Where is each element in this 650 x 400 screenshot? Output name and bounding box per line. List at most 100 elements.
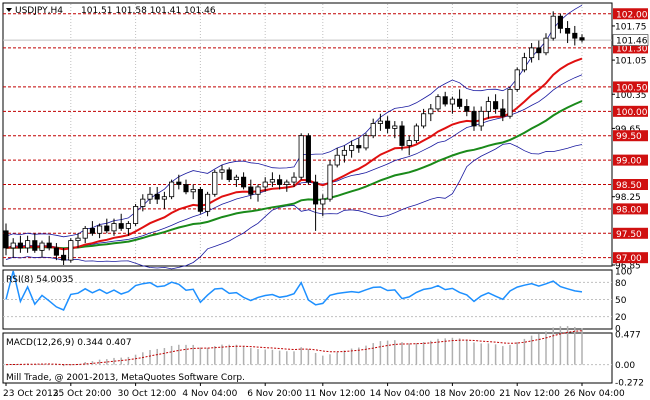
macd-histogram-bar — [473, 342, 475, 365]
candle-body — [392, 125, 398, 129]
candle-body — [399, 125, 405, 146]
macd-histogram-bar — [523, 338, 526, 365]
time-axis-label: 23 Oct 2013 — [3, 389, 59, 399]
current-price-box-bg — [612, 34, 649, 46]
macd-histogram-bar — [566, 326, 569, 365]
symbol-timeframe: USDJPY,H4 — [15, 6, 63, 16]
macd-histogram-bar — [322, 355, 324, 365]
candle-body — [255, 186, 261, 195]
macd-histogram-bar — [127, 356, 130, 365]
macd-histogram-bar — [170, 345, 173, 365]
candle-body — [183, 184, 189, 193]
candle-body — [269, 179, 275, 183]
candle-body — [485, 101, 491, 112]
candle-body — [341, 149, 347, 156]
candle-body — [197, 188, 203, 212]
price-axis-label: 98.25 — [615, 193, 641, 203]
macd-histogram-bar — [329, 354, 331, 365]
candle-body — [226, 169, 232, 181]
candle-body — [111, 223, 117, 232]
macd-histogram-bar — [142, 352, 144, 365]
candle-body — [10, 242, 16, 249]
time-axis-label: 6 Nov 20:00 — [247, 389, 302, 399]
macd-histogram-bar — [257, 349, 259, 365]
level-label-box — [613, 154, 648, 166]
macd-histogram-bar — [422, 342, 425, 365]
level-label-box — [613, 179, 648, 191]
macd-histogram-bar — [264, 349, 266, 365]
macd-histogram-bar — [55, 364, 58, 366]
candle-body — [212, 171, 218, 195]
candle-body — [161, 196, 167, 200]
price-axis-label: 100.35 — [615, 91, 647, 101]
candles — [3, 11, 585, 265]
candle-body — [277, 179, 283, 185]
macd-histogram-bar — [214, 346, 216, 365]
candle-body — [53, 247, 59, 256]
time-axis-label: 11 Nov 12:00 — [305, 389, 366, 399]
macd-histogram-bar — [487, 343, 490, 365]
candle-body — [25, 240, 31, 249]
level-label-box — [613, 130, 648, 142]
candle-body — [435, 96, 441, 110]
macd-histogram-bar — [480, 343, 482, 365]
candle-body — [262, 181, 268, 188]
level-label: 99.50 — [616, 132, 642, 142]
price-panel-frame — [2, 2, 613, 267]
candle-body — [356, 145, 362, 149]
macd-histogram-bar — [545, 331, 547, 365]
price-axis-label: 99.65 — [615, 125, 641, 135]
macd-histogram-bar — [84, 362, 86, 365]
level-label: 98.00 — [616, 205, 642, 215]
level-labels: 102.00 101.30 100.50 100.00 99.50 99.00 98.50 9… — [613, 8, 648, 264]
candle-body — [529, 47, 535, 59]
macd-histogram-bar — [415, 343, 418, 365]
macd-histogram-bar — [502, 346, 504, 365]
candle-body — [514, 69, 520, 90]
macd-histogram-bar — [386, 340, 389, 365]
candle-body — [543, 37, 549, 54]
macd-histogram-bar — [271, 349, 274, 365]
candle-body — [154, 193, 160, 200]
candle-body — [493, 101, 499, 110]
macd-histogram-bar — [221, 344, 223, 365]
level-label: 97.00 — [616, 254, 642, 264]
candle-body — [205, 193, 211, 212]
macd-histogram-bar — [235, 344, 238, 365]
candle-body — [32, 240, 38, 251]
price-axis-label: 101.75 — [615, 22, 647, 32]
macd-histogram-bar — [163, 348, 166, 365]
macd-histogram-bar — [206, 347, 209, 365]
macd-histogram-bar — [120, 357, 122, 365]
rsi-axis-label: 0 — [615, 325, 621, 335]
bollinger-upper — [5, 4, 583, 238]
candle-body — [349, 145, 355, 151]
candle-body — [82, 228, 88, 239]
candle-body — [39, 242, 45, 251]
candle-body — [363, 135, 369, 149]
macd-histogram-bar — [494, 344, 497, 365]
candle-body — [500, 108, 506, 117]
macd-histogram-bar — [458, 338, 461, 365]
candle-body — [550, 15, 556, 39]
macd-histogram-bar — [559, 326, 562, 365]
candle-body — [457, 98, 463, 107]
rsi-axis-label: 50 — [615, 296, 627, 306]
macd-signal-line — [5, 330, 583, 366]
candle-body — [233, 176, 239, 181]
macd-label: MACD(12,26,9) 0.344 0.407 — [6, 338, 132, 348]
candle-body — [507, 88, 513, 117]
level-label-box — [613, 42, 648, 54]
level-label-box — [613, 105, 648, 117]
macd-histogram-bar — [178, 344, 180, 365]
macd-histogram-bar — [113, 357, 115, 365]
candle-body — [46, 242, 52, 249]
rsi-axis-label: 20 — [615, 313, 627, 323]
macd-axis-label: 0.00 — [615, 361, 635, 371]
time-axis-label: 18 Nov 20:00 — [434, 389, 495, 399]
time-axis-label: 4 Nov 04:00 — [182, 389, 237, 399]
candle-body — [17, 242, 23, 249]
candle-body — [89, 228, 95, 234]
macd-histogram-bar — [530, 335, 533, 365]
macd-axis-label: 0.477 — [615, 331, 641, 341]
